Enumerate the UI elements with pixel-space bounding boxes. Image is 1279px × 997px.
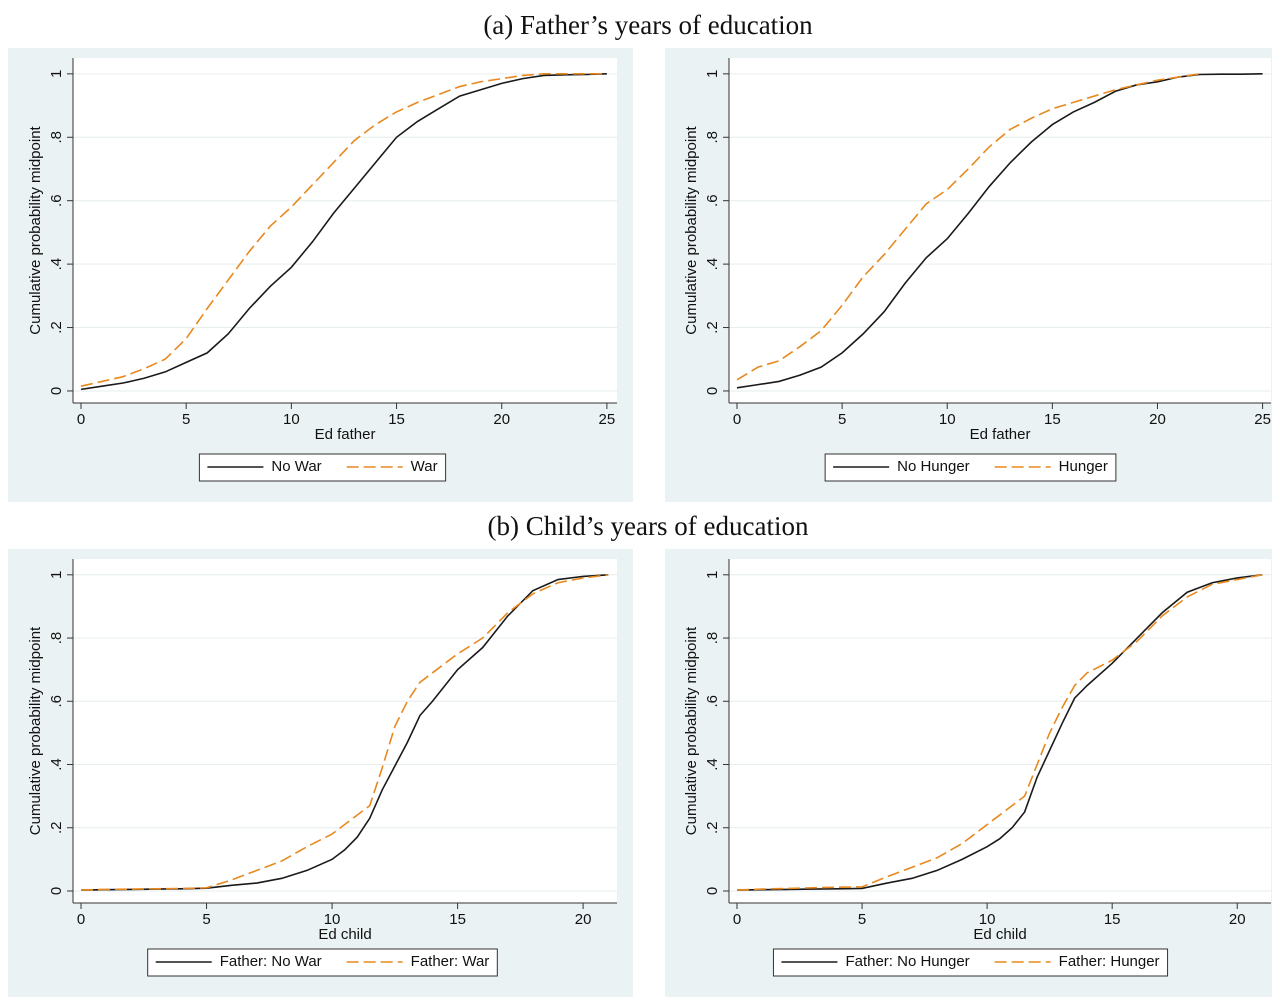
y-tick-label: 0	[704, 887, 721, 895]
x-tick-label: 5	[182, 411, 190, 428]
legend-label: War	[411, 458, 438, 475]
legend: Father: No War Father: War	[147, 948, 498, 977]
legend: No Hunger Hunger	[824, 453, 1117, 482]
x-axis-label: Ed child	[973, 926, 1026, 943]
x-axis-label: Ed father	[315, 426, 376, 443]
y-tick-label: .8	[704, 632, 721, 645]
x-tick-label: 5	[838, 411, 846, 428]
x-tick-label: 20	[575, 911, 592, 928]
y-tick-label: .6	[704, 194, 721, 207]
x-tick-label: 20	[1149, 411, 1166, 428]
x-tick-label: 0	[733, 411, 741, 428]
y-tick-label: .2	[704, 321, 721, 334]
y-tick-label: 0	[48, 887, 65, 895]
x-tick-label: 5	[202, 911, 210, 928]
y-tick-label: .4	[704, 258, 721, 271]
legend-label: No Hunger	[897, 458, 970, 475]
legend: Father: No Hunger Father: Hunger	[772, 948, 1169, 977]
x-tick-label: 0	[77, 411, 85, 428]
x-tick-label: 15	[449, 911, 466, 928]
line-series	[80, 73, 607, 391]
legend: No War War	[198, 453, 447, 482]
y-tick-label: .4	[48, 758, 65, 771]
legend-label: Hunger	[1059, 458, 1108, 475]
x-tick-label: 15	[1044, 411, 1061, 428]
y-tick-label: .6	[704, 695, 721, 708]
legend-label: Father: No Hunger	[845, 953, 969, 970]
x-tick-label: 10	[283, 411, 300, 428]
line-series	[81, 574, 609, 891]
legend-label: Father: No War	[220, 953, 322, 970]
legend-label: Father: Hunger	[1059, 953, 1160, 970]
section-heading: (b) Child’s years of education	[488, 511, 809, 541]
y-tick-label: 1	[48, 571, 65, 579]
legend-box	[772, 948, 1169, 977]
x-tick-label: 15	[1104, 911, 1121, 928]
x-tick-label: 0	[77, 911, 85, 928]
y-tick-label: .2	[704, 821, 721, 834]
y-tick-label: .8	[704, 131, 721, 144]
y-tick-label: .8	[48, 131, 65, 144]
legend-label: Father: War	[411, 953, 490, 970]
x-tick-label: 15	[388, 411, 405, 428]
y-tick-label: .4	[704, 758, 721, 771]
x-tick-label: 10	[939, 411, 956, 428]
y-tick-label: .8	[48, 632, 65, 645]
y-tick-label: 1	[704, 70, 721, 78]
y-tick-label: 0	[704, 387, 721, 395]
plot-area	[73, 559, 617, 903]
y-tick-label: .2	[48, 321, 65, 334]
plot-area	[729, 58, 1271, 403]
y-axis-label: Cumulative probability midpoint	[683, 626, 700, 835]
y-tick-label: .2	[48, 821, 65, 834]
y-tick-label: 1	[704, 571, 721, 579]
y-axis-label: Cumulative probability midpoint	[683, 125, 700, 334]
x-tick-label: 5	[858, 911, 866, 928]
x-tick-label: 20	[493, 411, 510, 428]
y-axis-label: Cumulative probability midpoint	[27, 626, 44, 835]
x-tick-label: 0	[733, 911, 741, 928]
x-axis-label: Ed father	[970, 426, 1031, 443]
y-axis-label: Cumulative probability midpoint	[27, 125, 44, 334]
legend-label: No War	[271, 458, 321, 475]
y-tick-label: .6	[48, 194, 65, 207]
x-tick-label: 20	[1229, 911, 1246, 928]
line-series	[736, 574, 1263, 891]
x-tick-label: 25	[1254, 411, 1271, 428]
x-tick-label: 25	[599, 411, 616, 428]
line-series	[736, 73, 1200, 381]
x-tick-label: 10	[324, 911, 341, 928]
line-series	[80, 73, 607, 387]
plot-area	[73, 58, 617, 403]
plot-area	[729, 559, 1271, 903]
section-heading: (a) Father’s years of education	[483, 10, 813, 40]
y-tick-label: .4	[48, 258, 65, 271]
y-tick-label: 0	[48, 387, 65, 395]
x-tick-label: 10	[979, 911, 996, 928]
x-axis-label: Ed child	[318, 926, 371, 943]
line-series	[81, 574, 609, 891]
y-tick-label: .6	[48, 695, 65, 708]
line-series	[736, 574, 1263, 891]
y-tick-label: 1	[48, 70, 65, 78]
